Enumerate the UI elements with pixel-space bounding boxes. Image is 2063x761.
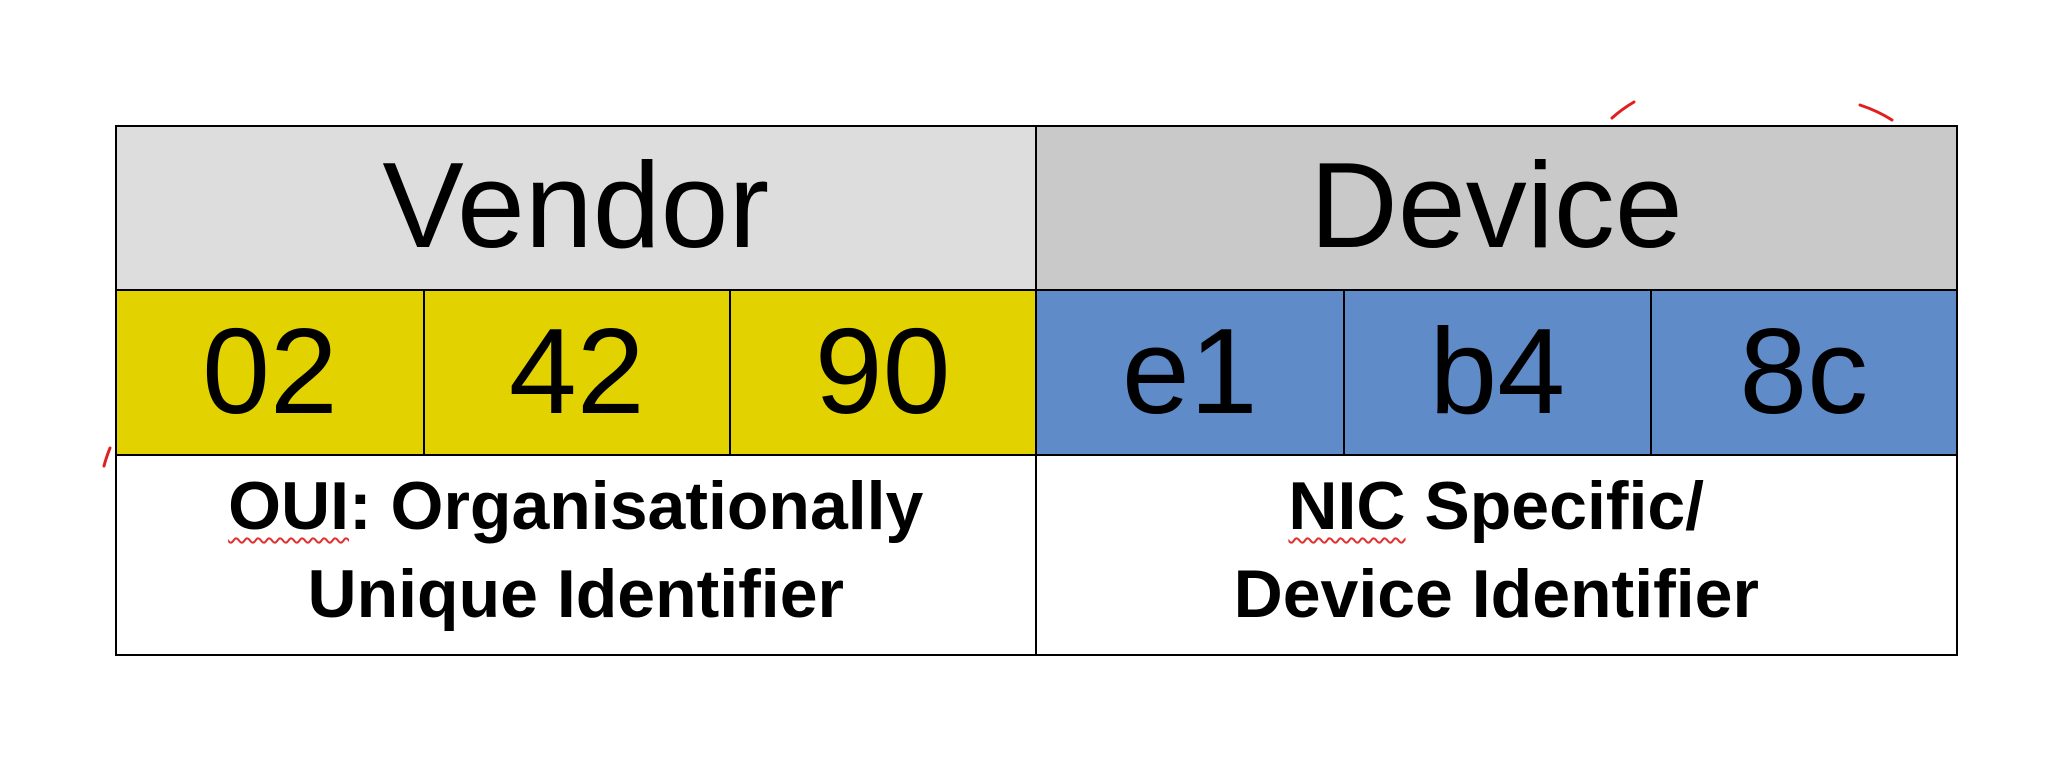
vendor-header: Vendor xyxy=(117,127,1037,289)
vendor-byte-2: 42 xyxy=(422,291,729,454)
vendor-description-line-1-rest: : Organisationally xyxy=(349,468,924,544)
vendor-byte-3: 90 xyxy=(728,291,1035,454)
annotation-mark-left xyxy=(102,446,112,468)
device-byte-2: b4 xyxy=(1343,291,1650,454)
device-description-line-2: Device Identifier xyxy=(1233,556,1759,632)
vendor-description-line-1: OUI: Organisationally xyxy=(228,462,923,550)
nic-term: NIC xyxy=(1288,468,1406,544)
vendor-byte-1: 02 xyxy=(117,291,423,454)
annotation-mark-top-center xyxy=(1610,100,1636,120)
annotation-mark-top-right xyxy=(1858,103,1894,122)
device-header: Device xyxy=(1036,127,1956,289)
device-byte-3: 8c xyxy=(1649,291,1956,454)
device-description-line-1-rest: Specific/ xyxy=(1405,468,1705,544)
vendor-description: OUI: Organisationally Unique Identifier xyxy=(117,454,1037,654)
device-bytes-row: e1 b4 8c xyxy=(1036,289,1956,454)
device-description: NIC Specific/ Device Identifier xyxy=(1036,454,1956,654)
vendor-bytes-row: 02 42 90 xyxy=(117,289,1037,454)
oui-term: OUI xyxy=(228,468,350,544)
mac-address-table: Vendor Device 02 42 90 e1 b4 8c OUI: Org… xyxy=(115,125,1958,656)
device-description-line-1: NIC Specific/ xyxy=(1288,462,1704,550)
vendor-description-line-2: Unique Identifier xyxy=(307,556,844,632)
device-byte-1: e1 xyxy=(1036,291,1343,454)
